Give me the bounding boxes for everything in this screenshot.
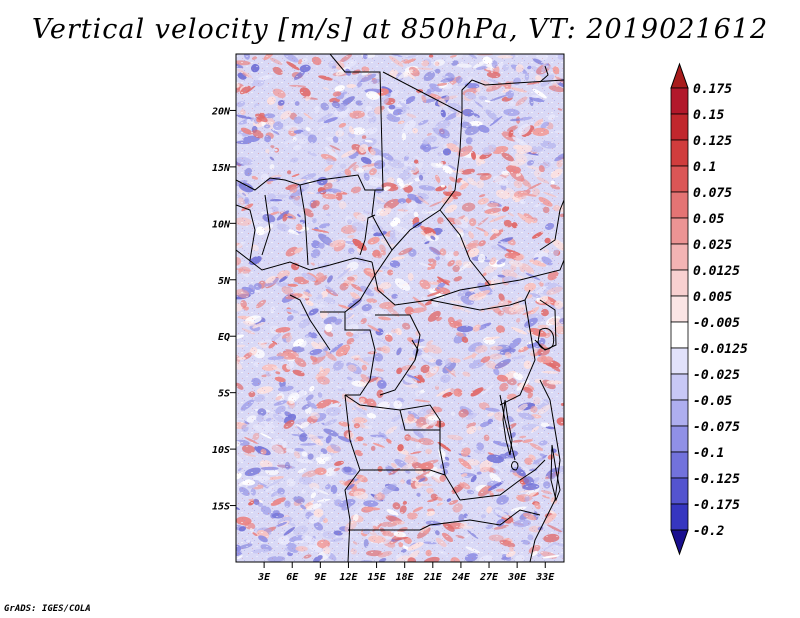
colorbar-label: -0.05 xyxy=(693,394,732,409)
colorbar-swatch xyxy=(670,503,689,531)
colorbar-label: -0.2 xyxy=(693,524,724,539)
colorbar-swatch xyxy=(670,165,689,193)
country-borders xyxy=(236,54,564,562)
latitude-axis: 20N 15N 10N 5N EQ 5S 10S 15S xyxy=(211,106,236,513)
lat-tick-label: 5N xyxy=(218,276,231,287)
colorbar-label: -0.075 xyxy=(693,420,740,435)
colorbar-label: 0.1 xyxy=(693,160,716,175)
lon-tick-label: 21E xyxy=(423,572,443,583)
colorbar-label: -0.025 xyxy=(693,368,740,383)
colorbar-swatch xyxy=(670,87,689,115)
colorbar-swatch xyxy=(670,269,689,297)
lon-tick-label: 27E xyxy=(479,572,499,583)
colorbar-label: -0.0125 xyxy=(693,342,748,357)
lon-tick-label: 12E xyxy=(339,572,358,583)
colorbar-bottom-arrow xyxy=(670,529,689,556)
colorbar-swatch xyxy=(670,139,689,167)
colorbar-label: -0.175 xyxy=(693,498,740,513)
colorbar-label: 0.175 xyxy=(693,82,732,97)
lakes xyxy=(502,327,561,502)
lon-tick-label: 24E xyxy=(451,572,471,583)
colorbar-swatch xyxy=(670,191,689,219)
lon-tick-label: 3E xyxy=(257,572,271,583)
grads-credit: GrADS: IGES/COLA xyxy=(4,604,91,614)
colorbar-swatch xyxy=(670,113,689,141)
lat-tick-label: EQ xyxy=(218,332,230,343)
lat-tick-label: 5S xyxy=(218,389,230,400)
colorbar-swatch xyxy=(670,217,689,245)
colorbar-swatch xyxy=(670,243,689,271)
colorbar-label: 0.025 xyxy=(693,238,732,253)
colorbar-label: 0.05 xyxy=(693,212,724,227)
page-title: Vertical velocity [m/s] at 850hPa, VT: 2… xyxy=(31,14,769,45)
colorbar-label: 0.125 xyxy=(693,134,732,149)
lon-tick-label: 18E xyxy=(396,572,415,583)
lat-tick-label: 15N xyxy=(212,163,231,174)
lon-tick-label: 6E xyxy=(286,572,299,583)
lon-tick-label: 9E xyxy=(314,572,327,583)
colorbar-label: -0.125 xyxy=(693,472,740,487)
colorbar-swatch xyxy=(670,399,689,427)
map-frame xyxy=(235,53,565,563)
lat-tick-label: 10S xyxy=(212,445,230,456)
colorbar-label: 0.075 xyxy=(693,186,732,201)
colorbar-swatch xyxy=(670,451,689,479)
colorbar-label: 0.005 xyxy=(693,290,732,305)
longitude-axis: 3E 6E 9E 12E 15E 18E 21E 24E 27E 30E 33E xyxy=(257,562,555,583)
lon-tick-label: 30E xyxy=(507,572,527,583)
colorbar-top-arrow xyxy=(670,62,689,89)
colorbar: 0.175 0.15 0.125 0.1 0.075 0.05 0.025 0.0125 0.0… xyxy=(670,62,748,556)
colorbar-swatch xyxy=(670,295,689,323)
colorbar-label: -0.1 xyxy=(693,446,724,461)
colorbar-label: -0.005 xyxy=(693,316,740,331)
colorbar-swatch xyxy=(670,425,689,453)
lat-tick-label: 20N xyxy=(211,106,231,117)
colorbar-swatch xyxy=(670,477,689,505)
lon-tick-label: 15E xyxy=(368,572,387,583)
colorbar-swatch xyxy=(670,373,689,401)
colorbar-swatch xyxy=(670,347,689,375)
lat-tick-label: 10N xyxy=(212,219,231,230)
lon-tick-label: 33E xyxy=(535,572,555,583)
colorbar-swatch xyxy=(670,321,689,349)
colorbar-label: 0.0125 xyxy=(693,264,740,279)
lat-tick-label: 15S xyxy=(212,502,230,513)
velocity-field xyxy=(236,54,564,562)
colorbar-label: 0.15 xyxy=(693,108,724,123)
